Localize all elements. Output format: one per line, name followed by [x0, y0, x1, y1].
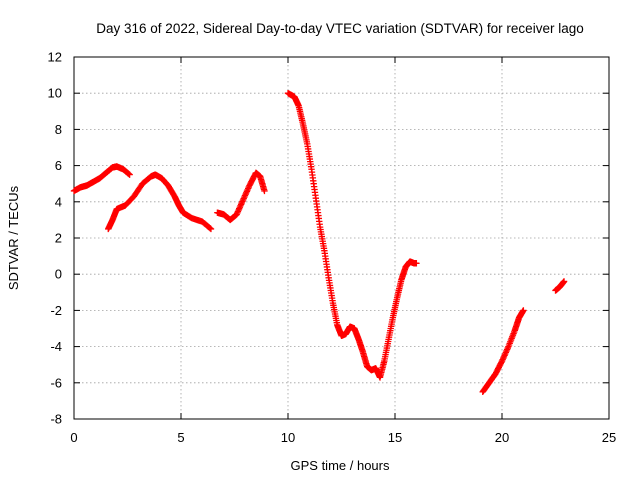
series-2: [105, 171, 215, 233]
data-point: [520, 307, 527, 314]
y-tick-label: 2: [55, 231, 62, 246]
series-4: [284, 90, 420, 381]
data-point: [560, 278, 568, 285]
y-tick-label: 0: [55, 267, 62, 282]
series-5: [479, 307, 527, 396]
y-tick-label: -8: [50, 412, 62, 427]
series-3: [214, 169, 268, 224]
x-axis-label: GPS time / hours: [291, 458, 390, 473]
series-6: [552, 278, 568, 294]
y-tick-label: -2: [50, 303, 62, 318]
data-point: [207, 225, 215, 233]
y-axis-label: SDTVAR / TECUs: [6, 185, 21, 290]
y-tick-label: -4: [50, 339, 62, 354]
grid: [74, 57, 609, 419]
plot-frame: [73, 56, 610, 420]
data-point: [126, 171, 133, 178]
y-tick-label: 6: [55, 158, 62, 173]
y-tick-label: 4: [55, 194, 62, 209]
y-tick-label: -6: [50, 375, 62, 390]
y-tick-label: 10: [48, 86, 62, 101]
chart-title: Day 316 of 2022, Sidereal Day-to-day VTE…: [96, 21, 583, 36]
data-points: [70, 90, 568, 396]
y-tick-label: 12: [48, 50, 62, 65]
data-point: [206, 225, 214, 232]
tick-labels: 0 5 10 15 20 25 -8 -6 -4 -2 0 2 4 6 8 10 12: [48, 50, 617, 446]
x-tick-label: 5: [177, 430, 184, 445]
y-tick-label: 8: [55, 122, 62, 137]
data-point: [261, 187, 268, 195]
x-tick-label: 25: [602, 430, 616, 445]
x-tick-label: 15: [388, 430, 402, 445]
data-point: [413, 260, 420, 267]
x-tick-label: 10: [281, 430, 295, 445]
x-tick-label: 20: [495, 430, 509, 445]
series-1: [70, 163, 133, 195]
x-tick-label: 0: [70, 430, 77, 445]
